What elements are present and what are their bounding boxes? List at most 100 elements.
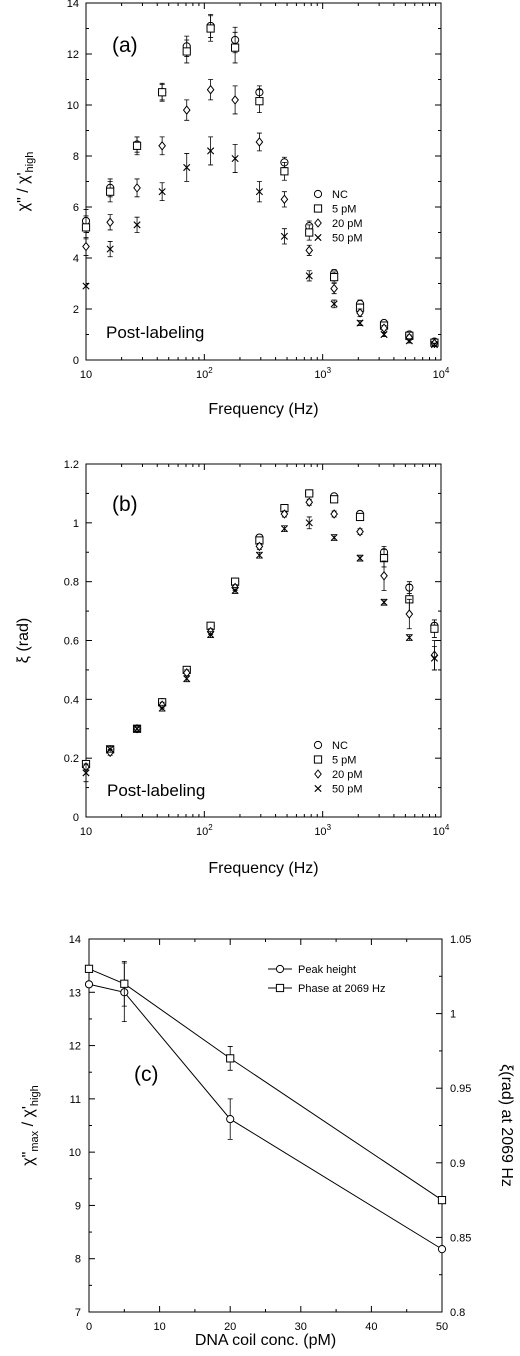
data-point-diamond <box>82 241 90 252</box>
x-tick-label-exponent: 3 <box>327 366 332 375</box>
y-left-tick-label: 10 <box>69 1147 81 1159</box>
data-point-cross <box>430 341 439 349</box>
y-left-tick-label: 7 <box>75 1307 81 1319</box>
y-tick-label: 1 <box>73 518 79 530</box>
data-point-cross <box>82 769 90 777</box>
data-point-cross <box>255 188 263 196</box>
y-left-tick-label: 14 <box>69 934 81 946</box>
y-axis-label-a: χ" / χ'high <box>15 152 36 212</box>
data-point-cross <box>405 633 413 642</box>
data-point-cross <box>280 232 288 240</box>
data-point-square <box>430 624 439 633</box>
y-axis-label-c: χ"max / χ'high <box>20 1085 41 1165</box>
y-tick-label: 0.8 <box>64 577 79 589</box>
data-point-square <box>330 273 339 282</box>
x-tick-label-base: 10 <box>314 826 326 838</box>
data-point-cross <box>280 525 288 533</box>
data-point-diamond <box>405 609 414 619</box>
chart-panel-c: 7 8 9 10 11 12 13 14 0.8 0.85 0.9 0.95 1 1.05 0 10 20 30 4… <box>20 934 515 1349</box>
y-tick-label: 8 <box>73 151 79 163</box>
x-tick-label: 10 <box>80 369 92 381</box>
data-point-cross <box>82 282 90 290</box>
data-point-diamond <box>158 140 166 151</box>
x-tick-label-base: 10 <box>314 369 326 381</box>
x-tick-label-base: 10 <box>433 369 445 381</box>
data-point-square <box>182 47 191 56</box>
legend-marker-circle <box>275 964 285 974</box>
legend-marker-diamond <box>314 769 322 779</box>
data-point-square <box>255 97 264 106</box>
x-tick-label-base: 10 <box>80 369 92 381</box>
legend-marker-diamond <box>314 218 322 228</box>
y-axis-label-c-right: ξ(rad) at 2069 Hz <box>498 1064 515 1187</box>
x-tick-label: 20 <box>224 1321 236 1333</box>
x-tick-label: 30 <box>295 1321 307 1333</box>
data-point-cross <box>158 188 166 196</box>
data-point-square <box>226 1054 235 1063</box>
legend-label: 20 pM <box>332 218 363 230</box>
data-point-diamond <box>330 283 338 294</box>
data-point-cross <box>356 319 364 327</box>
y-axis-label-c-mid: / χ' <box>20 1106 37 1131</box>
data-point-square <box>231 43 240 52</box>
x-axis-label-b: Frequency (Hz) <box>208 860 318 877</box>
data-point-cross <box>305 519 313 527</box>
x-tick-label: 102 <box>196 366 213 381</box>
axis-ticks-c: 7 8 9 10 11 12 13 14 0.8 0.85 0.9 0.95 1 1.05 0 10 20 30 4… <box>69 934 472 1333</box>
plot-frame-c <box>88 938 443 1313</box>
data-marks-a <box>81 14 439 349</box>
y-axis-label-b: ξ (rad) <box>15 618 32 663</box>
x-tick-label-exponent: 4 <box>445 823 450 832</box>
panel-label-b: (b) <box>112 493 138 516</box>
annotation-post-labeling-a: Post-labeling <box>106 323 204 342</box>
y-right-tick-label: 0.8 <box>450 1307 465 1319</box>
legend-label: Phase at 2069 Hz <box>298 983 385 995</box>
x-tick-label: 104 <box>433 366 450 381</box>
data-point-square <box>330 495 339 504</box>
data-point-cross <box>380 330 388 339</box>
data-point-diamond <box>231 95 239 105</box>
x-tick-label-base: 10 <box>196 826 208 838</box>
plot-frame-a <box>85 2 442 361</box>
data-point-diamond <box>206 84 215 95</box>
series-line-circle <box>88 983 443 1250</box>
y-tick-label: 0.2 <box>64 753 79 765</box>
x-tick-label-exponent: 3 <box>327 823 332 832</box>
y-left-tick-label: 12 <box>69 1041 81 1053</box>
data-point-square <box>379 554 389 563</box>
x-tick-label: 10 <box>153 1321 165 1333</box>
data-point-diamond <box>182 105 191 115</box>
data-marks-b <box>81 489 439 783</box>
y-right-tick-label: 0.85 <box>450 1232 471 1244</box>
legend-marker-cross <box>314 233 322 242</box>
x-tick-label: 50 <box>436 1321 448 1333</box>
y-tick-label: 12 <box>67 49 79 61</box>
data-point-circle <box>226 1115 235 1124</box>
data-point-cross <box>405 337 413 345</box>
x-tick-label-base: 10 <box>80 826 92 838</box>
data-point-diamond <box>255 541 264 552</box>
legend-c: Peak height Phase at 2069 Hz <box>268 964 385 995</box>
x-tick-label-exponent: 2 <box>208 823 213 832</box>
data-point-cross <box>133 725 141 733</box>
legend-a: NC 5 pM 20 pM 50 pM <box>313 189 363 245</box>
data-point-square <box>120 979 129 988</box>
data-point-cross <box>430 654 439 662</box>
panel-label-a: (a) <box>112 34 138 57</box>
x-tick-label-exponent: 2 <box>208 366 213 375</box>
x-tick-label-base: 10 <box>433 826 445 838</box>
y-axis-label-c-main-sub: max <box>29 1130 41 1151</box>
annotation-post-labeling-b: Post-labeling <box>107 781 205 800</box>
legend-marker-square <box>313 204 323 213</box>
data-point-square <box>437 1196 447 1205</box>
data-point-square <box>106 187 115 196</box>
legend-marker-circle <box>313 189 323 199</box>
data-point-square <box>81 223 91 232</box>
data-point-square <box>132 141 142 150</box>
data-point-cross <box>183 675 191 683</box>
x-tick-label: 103 <box>314 823 331 838</box>
data-point-square <box>280 167 289 176</box>
